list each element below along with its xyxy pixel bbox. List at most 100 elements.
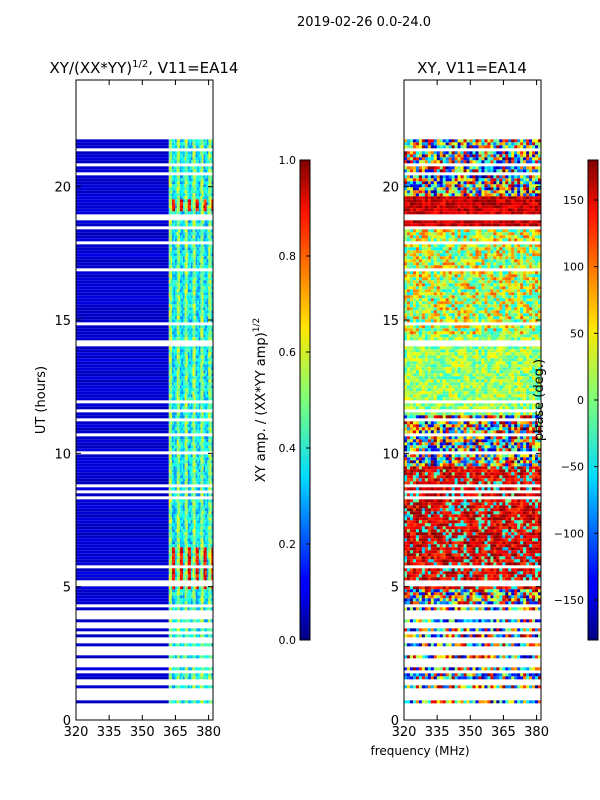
- amp-cell: [208, 526, 211, 530]
- amp-cell: [194, 304, 196, 308]
- amp-cell: [186, 526, 189, 530]
- amp-cell: [187, 403, 190, 407]
- amp-cell: [186, 259, 189, 263]
- amp-cell: [173, 280, 176, 284]
- amp-cell: [189, 229, 192, 233]
- phase-cell: [436, 184, 441, 188]
- amp-cell: [173, 379, 176, 383]
- amp-cell: [205, 538, 207, 542]
- amp-cell: [184, 385, 187, 389]
- amp-cell: [200, 361, 203, 365]
- amp-cell: [178, 448, 181, 452]
- amp-cell: [197, 205, 200, 209]
- amp-cell: [176, 544, 179, 548]
- amp-cell: [189, 457, 192, 461]
- amp-cell: [184, 502, 187, 506]
- phase-cell: [430, 160, 435, 164]
- amp-cell: [173, 166, 176, 170]
- amp-cell: [208, 277, 211, 281]
- amp-cell: [198, 349, 201, 353]
- amp-cell: [194, 187, 196, 191]
- amp-cell: [187, 523, 190, 527]
- phase-cell: [445, 157, 449, 161]
- phase-cell: [463, 196, 467, 200]
- amp-cell: [178, 634, 181, 638]
- amp-cell: [181, 247, 184, 251]
- amp-cell: [192, 259, 195, 263]
- amp-cell: [175, 280, 177, 284]
- amp-cell: [190, 250, 193, 254]
- amp-cell: [170, 280, 173, 284]
- amp-cell: [173, 412, 176, 416]
- amp-cell: [178, 244, 181, 248]
- amp-cell: [206, 256, 209, 260]
- amp-cell: [187, 157, 190, 161]
- amp-cell: [181, 370, 184, 374]
- amp-cell: [206, 700, 209, 704]
- amp-cell: [170, 592, 173, 596]
- phase-cell: [535, 178, 539, 182]
- amp-cell: [206, 577, 209, 581]
- amp-cell: [176, 460, 179, 464]
- amp-cell: [187, 358, 190, 362]
- amp-cell: [189, 367, 192, 371]
- amp-cell: [171, 370, 174, 374]
- amp-cell: [179, 280, 182, 284]
- amp-cell: [192, 286, 195, 290]
- amp-cell: [181, 238, 184, 242]
- amp-cell: [171, 475, 174, 479]
- amp-cell: [175, 502, 177, 506]
- phase-cell: [517, 169, 521, 173]
- phase-cell: [517, 184, 521, 188]
- amp-cell: [176, 358, 179, 362]
- amp-cell: [195, 247, 198, 251]
- amp-cell: [170, 520, 173, 524]
- amp-cell: [175, 244, 177, 248]
- amp-xtick-label: 350: [130, 725, 155, 740]
- amp-cell: [170, 295, 173, 299]
- amp-cell: [206, 466, 209, 470]
- amp-cell: [203, 430, 206, 434]
- phase-cell: [415, 157, 420, 161]
- amp-cell: [194, 298, 196, 302]
- amp-cell: [201, 220, 204, 224]
- amp-cell: [200, 253, 203, 257]
- amp-cell: [198, 595, 201, 599]
- phase-cell: [451, 196, 455, 200]
- amp-cell: [179, 205, 182, 209]
- amp-cell: [76, 538, 169, 542]
- phase-cell: [496, 166, 500, 170]
- amp-cell: [186, 349, 189, 353]
- phase-cell: [412, 193, 417, 197]
- phase-cell: [478, 196, 482, 200]
- amp-cell: [190, 466, 193, 470]
- amp-cell: [187, 397, 190, 401]
- amp-cell: [206, 334, 209, 338]
- amp-cell: [189, 619, 192, 623]
- amp-cell: [201, 337, 204, 341]
- amp-cell: [192, 412, 195, 416]
- phase-cell: [523, 151, 527, 155]
- amp-cell: [178, 193, 181, 197]
- amp-cell: [192, 349, 195, 353]
- amp-cell: [176, 211, 179, 215]
- amp-cell: [197, 361, 200, 365]
- amp-cell: [190, 523, 193, 527]
- amp-cell: [175, 202, 177, 206]
- amp-cell: [206, 184, 209, 188]
- amp-cell: [178, 205, 181, 209]
- amp-cell: [179, 358, 182, 362]
- amp-cell: [194, 541, 196, 545]
- amp-cell: [190, 208, 193, 212]
- amp-cell: [194, 151, 196, 155]
- phase-cell: [499, 151, 503, 155]
- amp-cell: [209, 667, 212, 671]
- amp-cell: [192, 145, 195, 149]
- amp-cell: [187, 286, 190, 290]
- amp-cell: [184, 274, 187, 278]
- amp-cell: [200, 526, 203, 530]
- amp-cell: [178, 553, 181, 557]
- amp-cell: [211, 379, 213, 383]
- amp-cell: [173, 457, 176, 461]
- amp-cell: [183, 256, 185, 260]
